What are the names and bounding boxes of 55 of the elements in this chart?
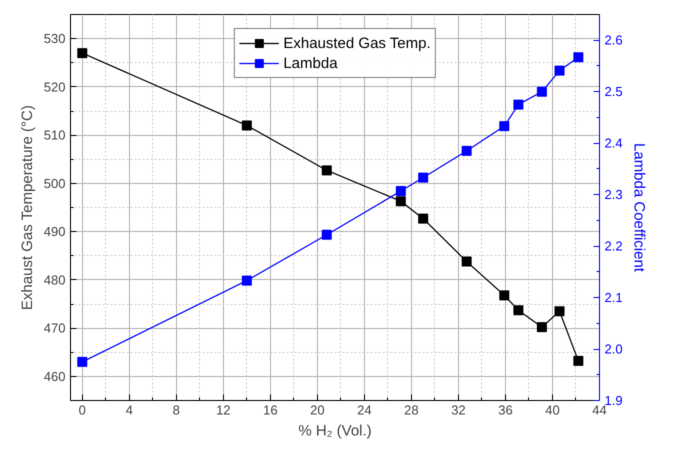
point bbox=[322, 165, 332, 176]
point bbox=[396, 196, 406, 206]
x-tick-label: 36 bbox=[498, 402, 513, 418]
x-tick-label: 44 bbox=[592, 402, 607, 418]
point bbox=[242, 276, 252, 286]
legend-label: Lambda bbox=[283, 54, 338, 72]
y2-tick-label: 2.4 bbox=[604, 136, 623, 151]
y-tick-label: 500 bbox=[44, 176, 66, 191]
point bbox=[418, 214, 428, 224]
x-tick-label: 24 bbox=[357, 402, 372, 418]
point bbox=[462, 256, 472, 267]
x-tick-label: 4 bbox=[126, 402, 133, 418]
y2-tick-label: 2.2 bbox=[604, 238, 623, 254]
x-tick-label: 40 bbox=[545, 402, 560, 418]
x-tick-label: 0 bbox=[78, 402, 86, 418]
x-tick-label: 32 bbox=[451, 402, 466, 418]
point bbox=[536, 86, 547, 97]
y2-axis-title: Lambda Coefficient bbox=[630, 143, 648, 273]
point bbox=[573, 356, 584, 366]
y-tick-label: 470 bbox=[44, 320, 66, 336]
point bbox=[499, 290, 510, 300]
y-tick-label: 510 bbox=[44, 128, 66, 143]
y-tick-label: 460 bbox=[44, 368, 66, 384]
point bbox=[462, 146, 472, 156]
y2-tick-label: 2.3 bbox=[604, 187, 623, 202]
y2-tick-label: 1.9 bbox=[604, 393, 623, 408]
y-tick-label: 520 bbox=[44, 79, 66, 94]
point bbox=[418, 172, 428, 183]
x-tick-label: 8 bbox=[172, 402, 180, 418]
x-axis-title: % H₂ (Vol.) bbox=[298, 422, 372, 440]
x-tick-label: 12 bbox=[216, 402, 231, 418]
y2-tick-label: 2.5 bbox=[604, 84, 623, 100]
y-axis-title: Exhaust Gas Temperature (°C) bbox=[18, 105, 36, 310]
point bbox=[242, 120, 252, 130]
x-tick-label: 28 bbox=[404, 402, 419, 418]
x-tick-label: 20 bbox=[310, 402, 325, 418]
point bbox=[77, 356, 88, 367]
y-tick-label: 480 bbox=[44, 272, 66, 288]
point bbox=[513, 100, 524, 110]
y2-tick-label: 2.1 bbox=[604, 290, 623, 306]
y-tick-label: 530 bbox=[44, 31, 66, 46]
legend-label: Exhausted Gas Temp. bbox=[283, 34, 431, 52]
point bbox=[396, 186, 406, 196]
point bbox=[536, 322, 547, 332]
point bbox=[554, 66, 565, 76]
point bbox=[322, 230, 332, 240]
y-tick-label: 490 bbox=[44, 224, 66, 240]
point bbox=[554, 306, 565, 316]
point bbox=[573, 52, 584, 62]
point bbox=[499, 121, 510, 132]
x-tick-label: 16 bbox=[263, 402, 278, 418]
y2-tick-label: 2.0 bbox=[604, 342, 623, 357]
point bbox=[77, 48, 88, 58]
y2-tick-label: 2.6 bbox=[604, 32, 623, 48]
point bbox=[513, 305, 524, 316]
